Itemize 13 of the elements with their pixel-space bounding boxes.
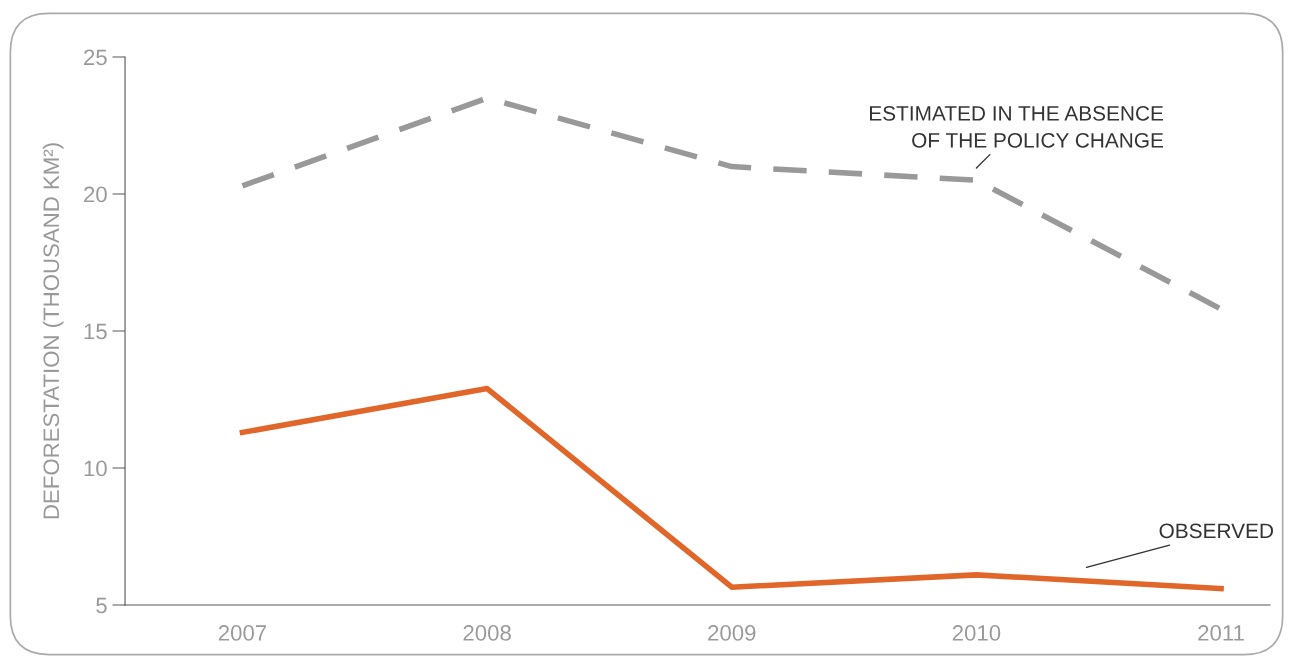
- text: OBSERVED: [1159, 523, 1273, 539]
- y-axis-title: DEFORESTATION (THOUSAND KM²): [42, 143, 64, 519]
- series-label: ESTIMATED IN THE ABSENCE OF THE POLICY CHANGE: [870, 106, 1164, 148]
- y-tick-label: 10: [84, 460, 107, 477]
- y-tick-label: 15: [84, 323, 107, 340]
- y-tick-label: 25: [84, 49, 107, 66]
- x-tick-label: 2008: [463, 625, 511, 641]
- x-tick-label: 2007: [218, 625, 267, 641]
- x-tick-label: 2010: [952, 625, 1001, 641]
- y-tick-label: 5: [96, 597, 107, 614]
- x-tick-label: 2009: [708, 625, 756, 641]
- y-tick-label: 20: [84, 186, 107, 203]
- x-tick-label: 2011: [1198, 625, 1244, 641]
